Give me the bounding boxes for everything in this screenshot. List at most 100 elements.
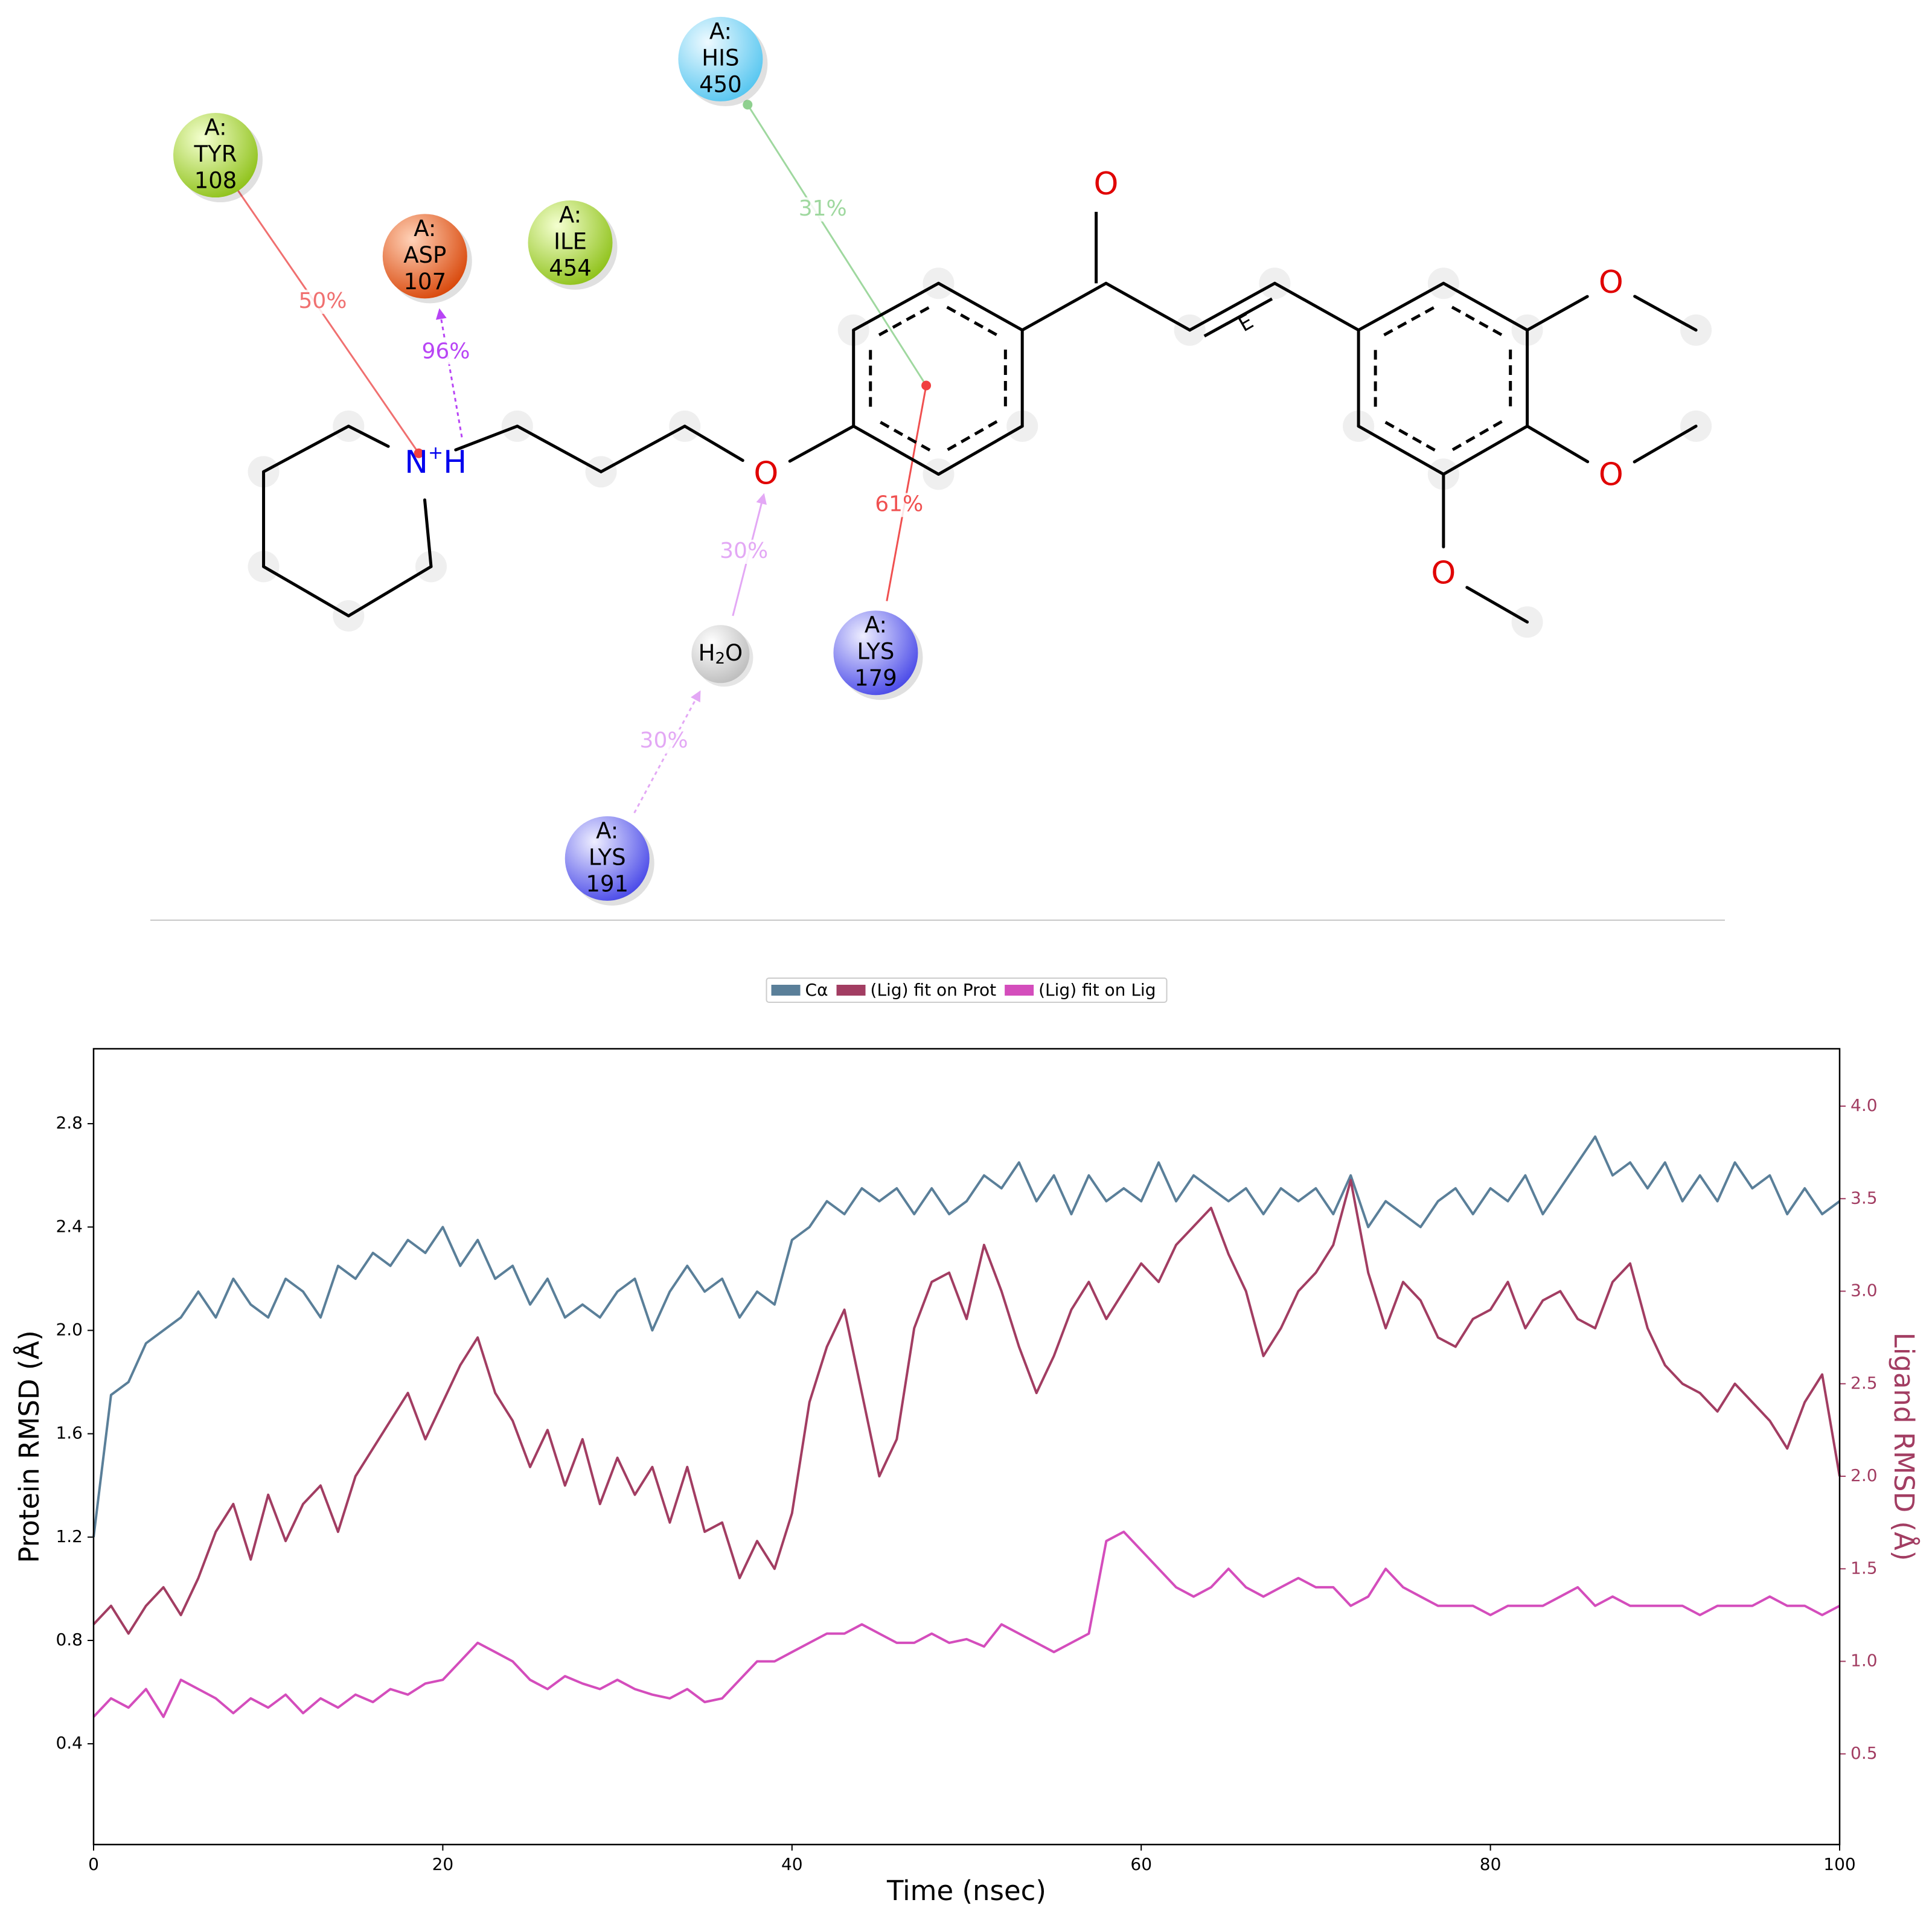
bond bbox=[1465, 586, 1529, 624]
aromatic-bond bbox=[878, 420, 931, 452]
residue-name: ASP bbox=[403, 242, 446, 268]
aromatic-bond bbox=[946, 306, 998, 336]
y2-tick-label: 3.5 bbox=[1850, 1188, 1878, 1208]
bond bbox=[1273, 281, 1360, 332]
legend-label: Cα bbox=[805, 980, 828, 1000]
y-tick-label: 0.8 bbox=[56, 1630, 83, 1650]
bond bbox=[423, 498, 433, 568]
y-axis-title: Protein RMSD (Å) bbox=[13, 1330, 45, 1563]
bond bbox=[852, 281, 940, 332]
legend-label: (Lig) fit on Prot bbox=[871, 980, 997, 1000]
interaction-dot bbox=[743, 100, 753, 110]
interaction-diagram: 50%96%31%61%30%30%OOOOON+HEA:TYR108A:ASP… bbox=[173, 16, 1712, 906]
residue-number: 450 bbox=[699, 71, 742, 97]
water-part: 2 bbox=[715, 650, 725, 668]
residue bbox=[833, 610, 918, 696]
rmsd-chart: 0 20 40 60 80 100 0.4 0.8 1.2 1.6 2.0 2.4 2.8 0.5 1.0 1… bbox=[13, 978, 1920, 1907]
interaction-label: 61% bbox=[875, 491, 923, 516]
bond bbox=[600, 424, 686, 473]
aromatic-bond bbox=[878, 306, 931, 337]
y2-tick-label: 4.0 bbox=[1850, 1095, 1878, 1115]
residue-number: 454 bbox=[549, 255, 592, 281]
y-tick-label: 1.2 bbox=[56, 1526, 83, 1546]
residue-chain: A: bbox=[414, 216, 436, 242]
bond bbox=[347, 565, 433, 618]
stereo-label: E bbox=[1234, 310, 1258, 337]
y2-tick-label: 0.5 bbox=[1850, 1743, 1878, 1763]
interaction-dot bbox=[921, 380, 932, 391]
bond bbox=[516, 424, 603, 473]
bond bbox=[1188, 281, 1276, 332]
y-tick-label: 2.8 bbox=[56, 1113, 83, 1133]
residue-name: ILE bbox=[554, 228, 587, 254]
label-bg bbox=[799, 197, 846, 222]
bond bbox=[1357, 281, 1445, 332]
label-bg bbox=[423, 340, 469, 365]
y-tick-label: 2.0 bbox=[56, 1319, 83, 1339]
residue bbox=[678, 16, 763, 101]
residue-number: 179 bbox=[854, 665, 897, 691]
ammonium-part: + bbox=[428, 443, 443, 464]
aromatic-bond bbox=[1383, 306, 1436, 337]
x-tick-label: 0 bbox=[88, 1854, 99, 1874]
legend-swatch bbox=[771, 985, 801, 996]
y2-tick-label: 2.0 bbox=[1850, 1465, 1878, 1485]
water bbox=[691, 625, 750, 683]
legend-box bbox=[766, 978, 1168, 1003]
water-part: H bbox=[699, 640, 715, 666]
x-tick-label: 60 bbox=[1130, 1854, 1152, 1874]
bond bbox=[1357, 424, 1445, 476]
plot-frame bbox=[92, 1048, 1841, 1846]
bond bbox=[1442, 281, 1529, 332]
interaction-line bbox=[233, 184, 420, 454]
bond bbox=[683, 424, 744, 462]
bond bbox=[1442, 424, 1529, 476]
bond bbox=[1104, 281, 1192, 332]
aromatic-bond bbox=[946, 420, 998, 452]
residue-chain: A: bbox=[709, 18, 732, 44]
bond bbox=[262, 424, 350, 473]
bond bbox=[936, 281, 1024, 332]
x-tick-label: 40 bbox=[781, 1854, 803, 1874]
residue-chain: A: bbox=[865, 612, 887, 638]
ammonium-part: H bbox=[443, 444, 467, 481]
oxygen-label: O bbox=[753, 455, 778, 491]
water-part: O bbox=[725, 640, 743, 666]
y-tick-label: 0.4 bbox=[56, 1733, 83, 1753]
ammonium-label: N+H bbox=[405, 443, 467, 481]
water-label: H2O bbox=[699, 640, 743, 668]
interaction-line bbox=[747, 104, 927, 386]
residue-chain: A: bbox=[596, 818, 618, 843]
oxygen-label: O bbox=[1599, 456, 1623, 493]
interaction-line bbox=[435, 308, 463, 438]
residue-name: LYS bbox=[589, 844, 626, 870]
residue bbox=[382, 214, 467, 299]
residue-number: 108 bbox=[194, 168, 237, 194]
aromatic-bond bbox=[1383, 420, 1436, 452]
bond bbox=[852, 424, 940, 476]
residue bbox=[528, 200, 613, 285]
oxygen-label: O bbox=[1093, 166, 1118, 202]
ammonium-part: N bbox=[405, 444, 428, 481]
series-line bbox=[92, 1179, 1841, 1635]
residue-name: HIS bbox=[702, 45, 739, 71]
bond bbox=[788, 424, 856, 463]
residue-name: LYS bbox=[857, 639, 895, 665]
bond bbox=[1526, 295, 1589, 332]
aromatic-bond bbox=[1451, 420, 1503, 452]
interaction-dot bbox=[414, 448, 424, 458]
x-axis-title: Time (nsec) bbox=[886, 1875, 1046, 1907]
legend-swatch bbox=[836, 985, 866, 996]
legend-swatch bbox=[1005, 985, 1034, 996]
y2-axis-title: Ligand RMSD (Å) bbox=[1888, 1333, 1920, 1561]
oxygen-label: O bbox=[1599, 264, 1623, 301]
residue-number: 107 bbox=[403, 269, 446, 295]
residue-chain: A: bbox=[559, 202, 581, 228]
residue-name: TYR bbox=[194, 141, 237, 167]
bond bbox=[347, 424, 390, 448]
interaction-label: 30% bbox=[640, 728, 688, 753]
y-tick-label: 1.6 bbox=[56, 1423, 83, 1443]
label-bg bbox=[641, 729, 687, 754]
aromatic-bond bbox=[1451, 306, 1503, 336]
